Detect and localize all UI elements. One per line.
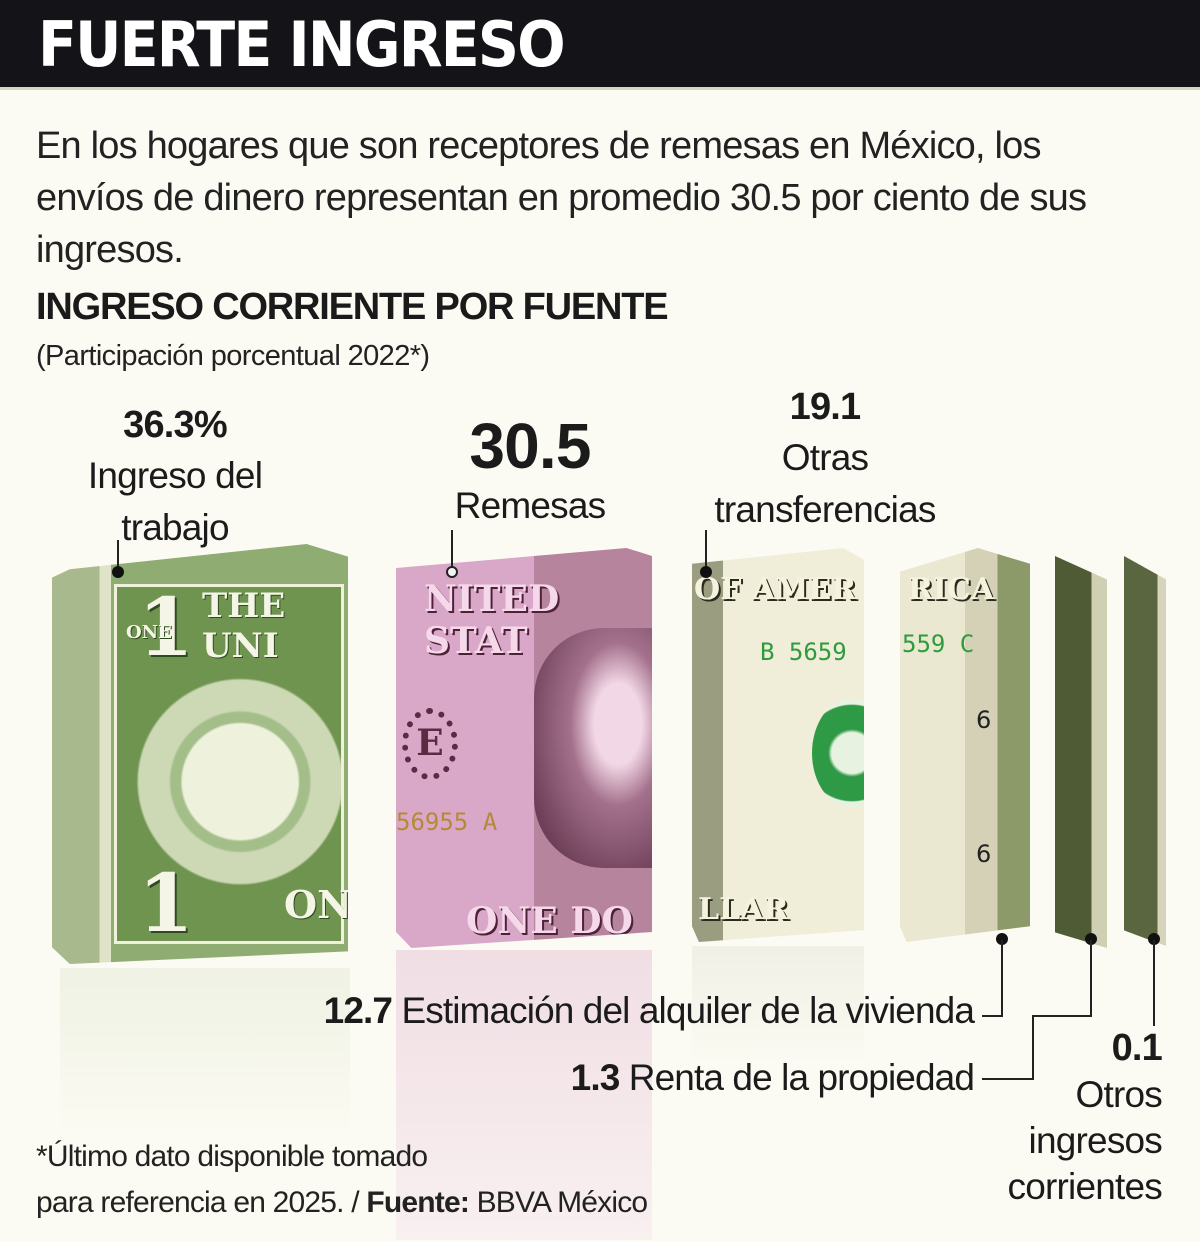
value-remesas: 30.5	[469, 410, 591, 482]
bar-otras-transferencias: OF AMER B 5659 LLAR	[692, 548, 864, 942]
leader-dot	[996, 933, 1008, 945]
bar-renta-propiedad	[1055, 556, 1107, 948]
bill-text: 1	[138, 580, 194, 674]
name-otros-ingresos: Otros ingresos corrientes	[1007, 1074, 1163, 1207]
label-alquiler-vivienda: 12.7 Estimación del alquiler de la vivie…	[323, 990, 975, 1032]
label-renta-propiedad: 1.3 Renta de la propiedad	[570, 1057, 975, 1099]
bill-reflection	[396, 950, 652, 1240]
leader-dot	[1085, 933, 1097, 945]
leader-line	[451, 530, 453, 570]
bill-digit: 6	[976, 840, 992, 868]
value-otros-ingresos: 0.1	[1111, 1027, 1163, 1069]
leader-line	[1032, 1015, 1034, 1079]
bill-text: OF AMER	[694, 572, 857, 607]
bill-text: ONE	[126, 622, 172, 643]
leader-line	[705, 530, 707, 570]
source-label: Fuente:	[366, 1186, 470, 1219]
name-ingreso-trabajo: Ingreso del trabajo	[87, 455, 263, 548]
page-title: FUERTE INGRESO	[38, 8, 566, 81]
name-renta-propiedad: Renta de la propiedad	[628, 1057, 975, 1098]
bill-text: E	[402, 708, 458, 780]
bar-remesas: NITED STAT 56955 A E ONE DO	[396, 548, 652, 948]
eagle-seal-graphic	[114, 584, 344, 944]
bill-text: RICA	[908, 572, 995, 607]
bill-text: ON	[284, 882, 348, 927]
label-remesas: 30.5 Remesas	[420, 410, 640, 530]
serial-number: 559 C	[902, 630, 975, 658]
intro-text: En los hogares que son receptores de rem…	[36, 125, 1087, 271]
bill-text: THE UNI	[202, 586, 286, 666]
name-alquiler-vivienda: Estimación del alquiler de la vivienda	[401, 990, 974, 1031]
serial-number: B 5659	[760, 638, 847, 666]
leader-line	[1001, 940, 1003, 1016]
leader-dot	[700, 566, 712, 578]
bill-text: NITED STAT	[424, 578, 560, 662]
bill-text: ONE DO	[466, 900, 633, 942]
value-renta-propiedad: 1.3	[570, 1057, 621, 1098]
name-remesas: Remesas	[454, 485, 606, 526]
header-bar: FUERTE INGRESO	[0, 0, 1200, 90]
footnote-prefix: para referencia en 2025. /	[36, 1186, 367, 1219]
leader-line	[1032, 1015, 1092, 1017]
label-ingreso-trabajo: 36.3% Ingreso del trabajo	[60, 400, 290, 554]
chart-subtitle: (Participación porcentual 2022*)	[36, 340, 430, 372]
treasury-seal	[812, 698, 864, 808]
footnote-line2: para referencia en 2025. / Fuente: BBVA …	[36, 1180, 649, 1226]
bill-digit: 6	[976, 706, 992, 734]
leader-dot	[112, 566, 124, 578]
footnote-line1: *Último dato disponible tomado	[36, 1140, 428, 1173]
value-ingreso-trabajo: 36.3%	[123, 404, 228, 446]
label-otras-transferencias: 19.1 Otras transferencias	[680, 382, 970, 536]
bill-reflection	[692, 946, 864, 1066]
serial-number: 56955 A	[396, 808, 498, 836]
leader-line	[117, 540, 119, 570]
bill-reflection	[60, 968, 350, 1138]
footnote: *Último dato disponible tomado para refe…	[36, 1134, 649, 1226]
leader-line	[982, 1015, 1003, 1017]
chart-title: INGRESO CORRIENTE POR FUENTE	[36, 286, 669, 328]
label-otros-ingresos: 0.1 Otros ingresos corrientes	[990, 1024, 1163, 1210]
bar-ingreso-trabajo: THE UNI 1 ONE 1 ON	[52, 544, 348, 964]
leader-dot	[1148, 933, 1160, 945]
name-otras-transferencias: Otras transferencias	[714, 437, 936, 530]
source-name: BBVA México	[469, 1186, 649, 1219]
bar-otros-ingresos	[1124, 556, 1166, 946]
washington-portrait	[534, 628, 652, 868]
bill-text: 1	[138, 856, 194, 950]
leader-line	[1153, 940, 1155, 1026]
bill-text: LLAR	[698, 892, 789, 927]
bar-alquiler-vivienda: RICA 559 C 6 6	[900, 548, 1030, 942]
value-otras-transferencias: 19.1	[789, 386, 862, 428]
leader-line	[1090, 940, 1092, 1016]
leader-dot	[446, 566, 458, 578]
value-alquiler-vivienda: 12.7	[323, 990, 393, 1031]
leader-line	[982, 1078, 1034, 1080]
